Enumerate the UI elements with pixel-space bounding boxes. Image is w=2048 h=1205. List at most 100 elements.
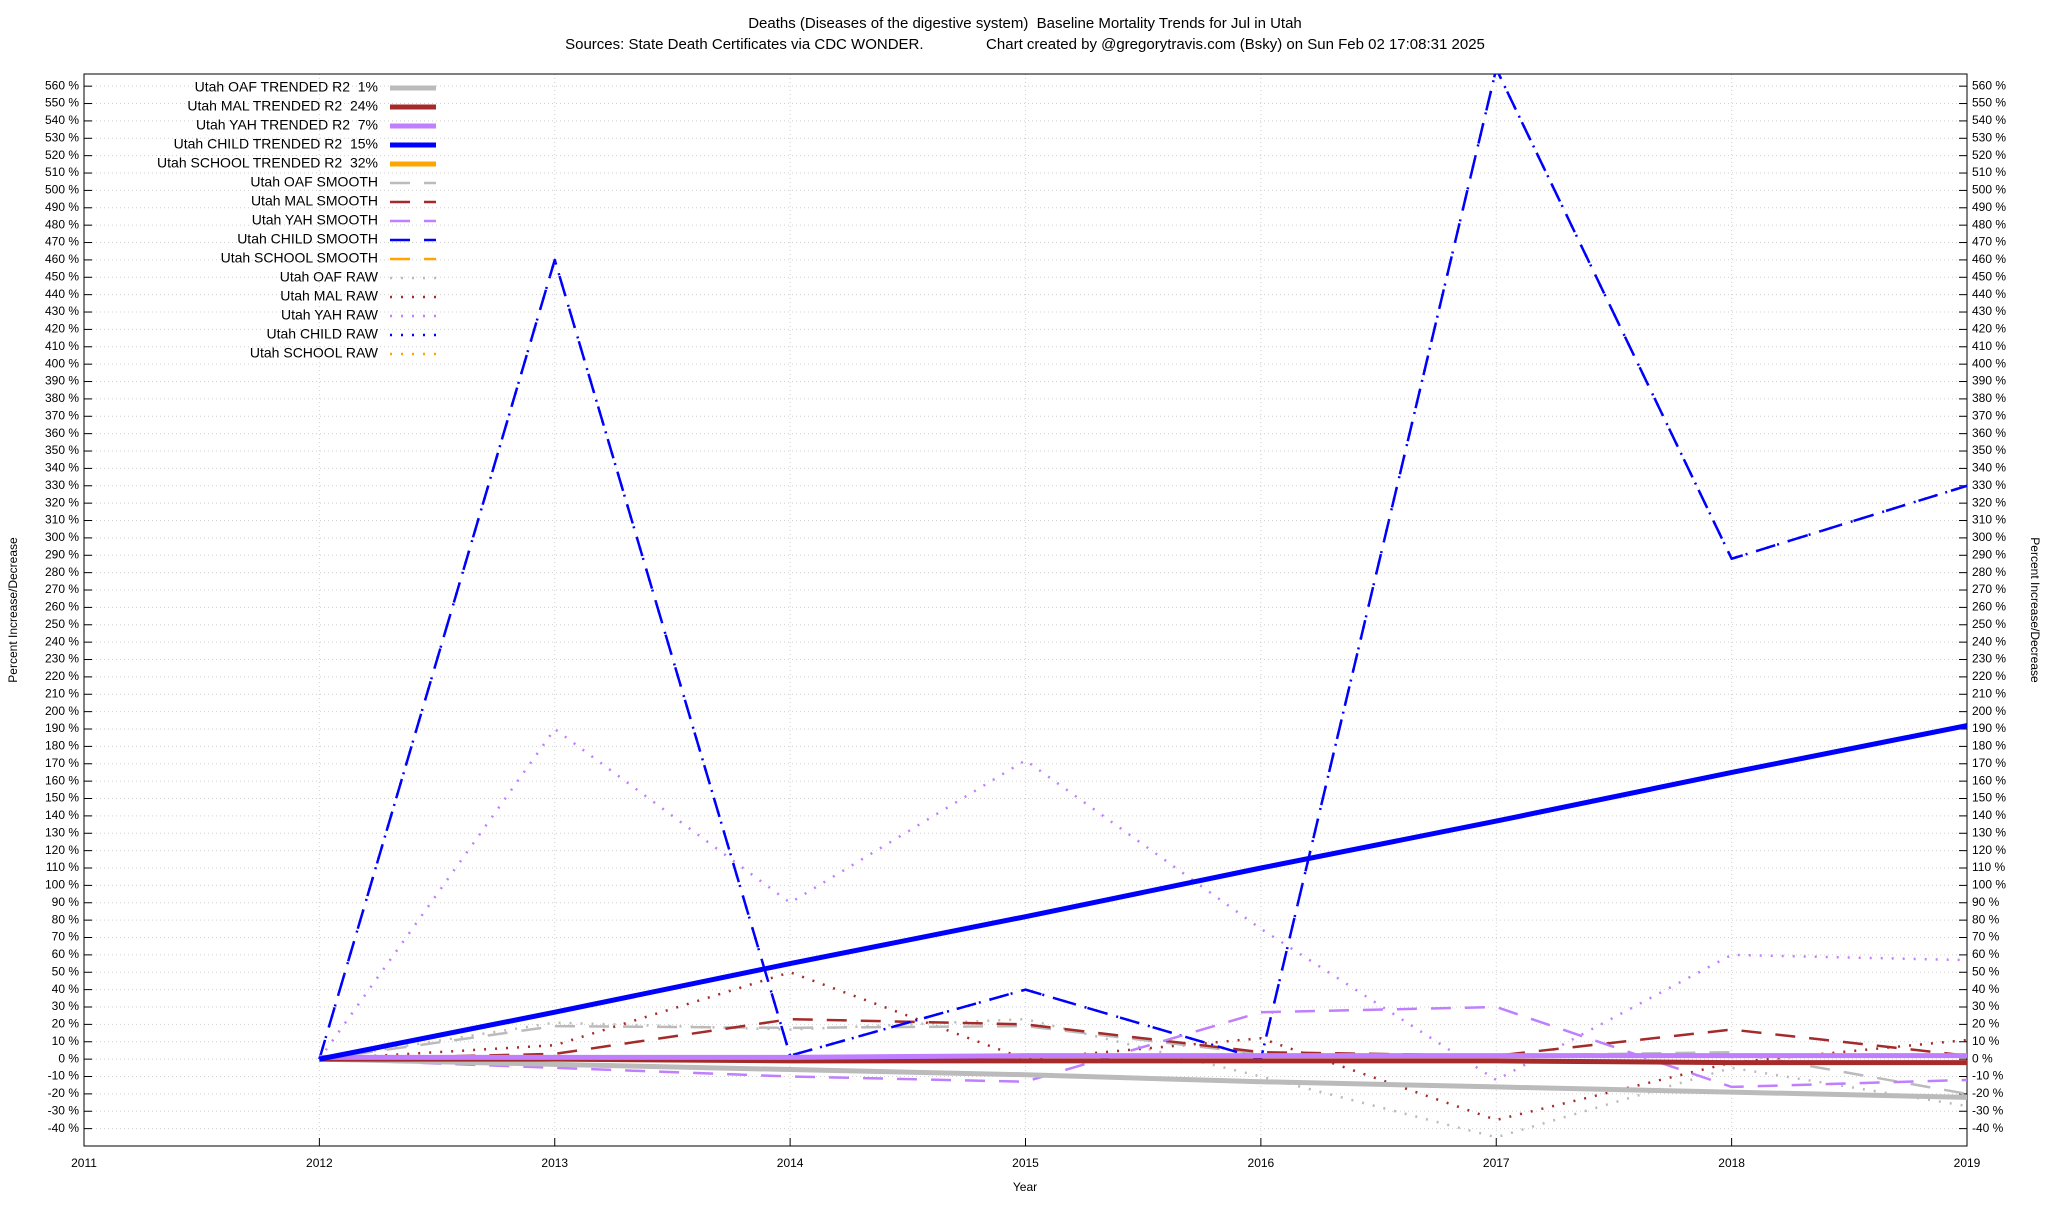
plot-frame [83, 73, 1968, 1147]
y-tick-label: 310 % [45, 513, 79, 527]
x-tick-label: 2011 [71, 1156, 97, 1170]
y2-tick-label: 300 % [1972, 530, 2006, 544]
y-tick-label: 410 % [45, 339, 79, 353]
legend-label: Utah MAL RAW [280, 288, 379, 304]
legend-label: Utah SCHOOL RAW [250, 345, 379, 361]
y-tick-label: 370 % [45, 408, 79, 422]
y-tick-label: 60 % [52, 947, 80, 961]
y2-tick-label: 340 % [1972, 461, 2006, 475]
legend-label: Utah YAH TRENDED R2 7% [196, 117, 378, 133]
y-tick-label: 560 % [45, 78, 79, 92]
legend-label: Utah SCHOOL SMOOTH [221, 250, 378, 266]
y2-tick-label: 130 % [1972, 825, 2006, 839]
y-tick-label: 250 % [45, 617, 79, 631]
x-tick-label: 2012 [306, 1156, 333, 1170]
y2-tick-label: 510 % [1972, 165, 2006, 179]
y2-tick-label: 280 % [1972, 565, 2006, 579]
y2-tick-label: 260 % [1972, 600, 2006, 614]
y2-tick-label: 230 % [1972, 652, 2006, 666]
y2-tick-label: 370 % [1972, 408, 2006, 422]
y-tick-label: 260 % [45, 600, 79, 614]
y-tick-label: 0 % [58, 1051, 79, 1065]
y-tick-label: -10 % [48, 1069, 80, 1083]
y-tick-label: 230 % [45, 652, 79, 666]
legend-label: Utah OAF TRENDED R2 1% [195, 79, 378, 95]
y2-tick-label: -40 % [1972, 1121, 2004, 1135]
y2-axis-label: Percent Increase/Decrease [2028, 537, 2042, 683]
y-tick-label: 130 % [45, 825, 79, 839]
series-line [319, 1056, 1967, 1100]
y-tick-label: 480 % [45, 217, 79, 231]
y2-tick-label: 540 % [1972, 113, 2006, 127]
y-tick-label: 100 % [45, 878, 79, 892]
y2-tick-label: 30 % [1972, 999, 2000, 1013]
y-tick-label: 400 % [45, 356, 79, 370]
y2-tick-label: 450 % [1972, 269, 2006, 283]
y-tick-label: 120 % [45, 843, 79, 857]
series-line [318, 723, 1967, 1062]
y-tick-label: 430 % [45, 304, 79, 318]
y2-tick-label: 460 % [1972, 252, 2006, 266]
legend-label: Utah CHILD RAW [266, 326, 378, 342]
y2-tick-label: 520 % [1972, 148, 2006, 162]
y-tick-label: 50 % [52, 964, 80, 978]
y-tick-label: 290 % [45, 547, 79, 561]
chart-title: Deaths (Diseases of the digestive system… [748, 15, 1302, 32]
y-tick-label: 10 % [52, 1034, 80, 1048]
y-tick-label: 330 % [45, 478, 79, 492]
y-tick-label: 420 % [45, 322, 79, 336]
y2-tick-label: 120 % [1972, 843, 2006, 857]
series-line [319, 1005, 1967, 1089]
plot-area [318, 74, 1967, 1139]
y-tick-label: 160 % [45, 773, 79, 787]
y-tick-label: 500 % [45, 183, 79, 197]
y-tick-label: 350 % [45, 443, 79, 457]
x-tick-label: 2013 [541, 1156, 568, 1170]
y2-tick-label: 390 % [1972, 374, 2006, 388]
y-tick-label: 70 % [52, 930, 80, 944]
y-tick-label: 40 % [52, 982, 80, 996]
y2-tick-label: 270 % [1972, 582, 2006, 596]
y2-tick-label: -30 % [1972, 1103, 2004, 1117]
y-axis-label: Percent Increase/Decrease [6, 537, 20, 683]
y-tick-label: 460 % [45, 252, 79, 266]
legend-label: Utah MAL TRENDED R2 24% [187, 98, 378, 114]
x-tick-label: 2017 [1483, 1156, 1510, 1170]
y2-tick-label: 210 % [1972, 686, 2006, 700]
y-tick-label: -40 % [48, 1121, 80, 1135]
y2-tick-label: 190 % [1972, 721, 2006, 735]
y2-tick-label: 0 % [1972, 1051, 1993, 1065]
y2-tick-label: 170 % [1972, 756, 2006, 770]
y-tick-label: 340 % [45, 461, 79, 475]
y2-tick-label: 380 % [1972, 391, 2006, 405]
y-tick-label: 530 % [45, 130, 79, 144]
legend-label: Utah YAH SMOOTH [252, 212, 378, 228]
x-tick-label: 2014 [777, 1156, 804, 1170]
y2-tick-label: 20 % [1972, 1017, 2000, 1031]
legend-label: Utah SCHOOL TRENDED R2 32% [157, 155, 378, 171]
y-tick-label: 140 % [45, 808, 79, 822]
y-tick-label: 300 % [45, 530, 79, 544]
y-tick-label: 550 % [45, 96, 79, 110]
y-tick-label: 540 % [45, 113, 79, 127]
y-tick-label: 280 % [45, 565, 79, 579]
legend-label: Utah MAL SMOOTH [251, 193, 378, 209]
legend-label: Utah YAH RAW [281, 307, 379, 323]
series-line [319, 971, 1967, 1122]
y-tick-label: 80 % [52, 912, 80, 926]
y2-tick-label: 250 % [1972, 617, 2006, 631]
y2-tick-label: 220 % [1972, 669, 2006, 683]
y-tick-label: 390 % [45, 374, 79, 388]
y-tick-label: 240 % [45, 634, 79, 648]
y-tick-label: 20 % [52, 1017, 80, 1031]
y2-tick-label: 240 % [1972, 634, 2006, 648]
y2-tick-label: 160 % [1972, 773, 2006, 787]
y-tick-label: 150 % [45, 791, 79, 805]
y2-tick-label: 110 % [1972, 860, 2005, 874]
y2-tick-label: 330 % [1972, 478, 2006, 492]
y2-tick-label: 90 % [1972, 895, 2000, 909]
y2-tick-label: 410 % [1972, 339, 2006, 353]
y2-tick-label: 180 % [1972, 739, 2006, 753]
y2-tick-label: 150 % [1972, 791, 2006, 805]
